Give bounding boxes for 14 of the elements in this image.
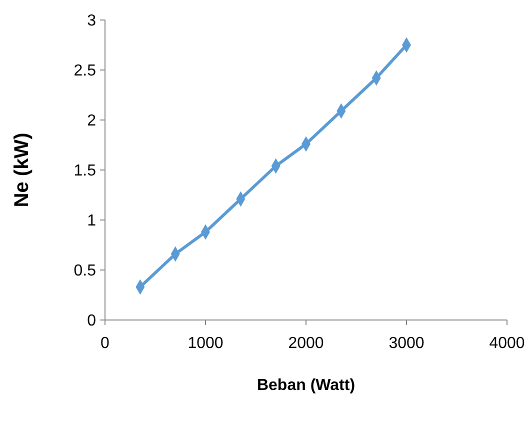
y-tick-label: 0.5	[74, 262, 96, 280]
y-tick-label: 2	[87, 112, 96, 130]
x-tick-label: 1000	[188, 335, 224, 352]
x-tick-label: 2000	[288, 335, 324, 352]
x-tick-label: 4000	[489, 335, 525, 352]
x-axis-title: Beban (Watt)	[256, 377, 356, 394]
y-tick-label: 1	[87, 212, 96, 230]
x-tick-label: 3000	[388, 335, 424, 352]
y-tick-label: 3	[87, 12, 96, 30]
y-tick-label: 2.5	[74, 62, 96, 80]
y-tick-label: 0	[87, 312, 96, 330]
y-tick-label: 1.5	[74, 162, 96, 180]
x-tick-label: 0	[100, 335, 110, 352]
y-axis-title: Ne (kW)	[11, 132, 33, 208]
